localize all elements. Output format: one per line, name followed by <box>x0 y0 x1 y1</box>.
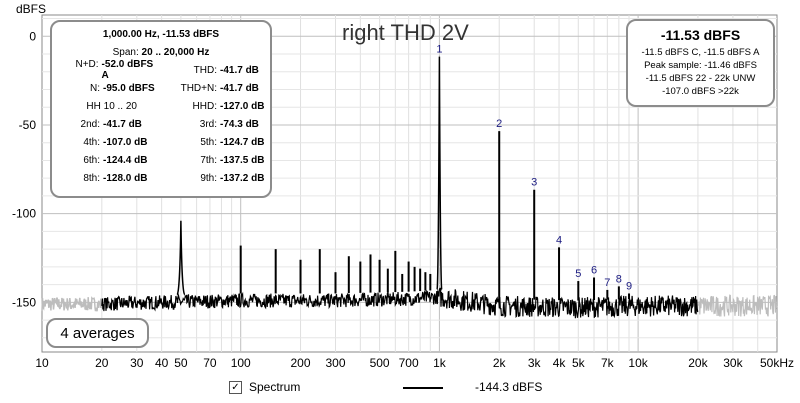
summary-line-1: -11.5 dBFS C, -11.5 dBFS A <box>641 47 760 58</box>
metrics-panel: 1,000.00 Hz, -11.53 dBFS Span: 20 .. 20,… <box>50 20 272 198</box>
x-tick-label: 100 <box>231 356 251 370</box>
harmonic-marker-label: 7 <box>604 277 610 289</box>
metric-key: 3rd: <box>199 118 217 130</box>
harmonic-marker-label: 9 <box>626 280 632 292</box>
metric-row: N+D: -52.0 dBFS A THD: -41.7 dB <box>52 59 270 81</box>
metric-value: -52.0 dBFS A <box>101 59 154 81</box>
y-tick-label: -50 <box>19 118 37 132</box>
x-tick-label: 7k <box>601 356 615 370</box>
metric-value: -137.2 dB <box>220 172 265 184</box>
metric-value: -128.0 dB <box>103 172 148 184</box>
x-tick-label: 10 <box>35 356 49 370</box>
harmonic-marker-label: 8 <box>616 273 622 285</box>
metric-value: -41.7 dB <box>103 118 142 130</box>
span-row: Span: 20 .. 20,000 Hz <box>52 43 270 61</box>
spectrum-peak <box>176 220 186 296</box>
spectrum-legend-line <box>403 387 443 389</box>
metric-key: 5th: <box>200 136 217 148</box>
summary-line-2: Peak sample: -11.46 dBFS <box>644 60 757 71</box>
x-tick-label: 2k <box>493 356 507 370</box>
span-value: 20 .. 20,000 Hz <box>141 46 210 58</box>
summary-level: -11.53 dBFS <box>660 27 741 43</box>
metric-row: N: -95.0 dBFS THD+N: -41.7 dB <box>52 79 270 97</box>
metric-key: 2nd: <box>80 118 100 130</box>
summary-line-3: -11.5 dBFS 22 - 22k UNW <box>645 73 756 84</box>
x-tick-label: 50 <box>174 356 188 370</box>
y-tick-label: 0 <box>29 29 36 43</box>
metric-key: 7th: <box>200 154 217 166</box>
metric-row: HH 10 .. 20 HHD: -127.0 dB <box>52 97 270 115</box>
metric-value: -41.7 dB <box>220 64 259 76</box>
metric-row: 4th: -107.0 dB 5th: -124.7 dB <box>52 133 270 151</box>
harmonic-marker-label: 4 <box>556 234 562 246</box>
metric-value: -107.0 dB <box>103 136 148 148</box>
metric-key: 9th: <box>200 172 217 184</box>
x-tick-label: 5k <box>572 356 586 370</box>
x-tick-label: 1k <box>433 356 447 370</box>
metric-row: 2nd: -41.7 dB 3rd: -74.3 dB <box>52 115 270 133</box>
summary-line-4: -107.0 dBFS >22k <box>662 86 739 97</box>
x-tick-label: 300 <box>325 356 345 370</box>
metric-key: HHD: <box>192 100 217 112</box>
y-axis-label: dBFS <box>16 2 47 16</box>
x-tick-label: 3k <box>528 356 542 370</box>
x-tick-label: 10k <box>628 356 648 370</box>
x-tick-label: 20 <box>95 356 109 370</box>
metric-row: 6th: -124.4 dB 7th: -137.5 dB <box>52 151 270 169</box>
spectrum-legend-value: -144.3 dBFS <box>475 380 543 394</box>
metric-key: 6th: <box>83 154 100 166</box>
summary-panel: -11.53 dBFS -11.5 dBFS C, -11.5 dBFS A P… <box>626 19 775 107</box>
metric-key: 8th: <box>83 172 100 184</box>
x-tick-label: 700 <box>399 356 419 370</box>
spectrum-trace-high <box>697 294 778 317</box>
x-tick-label: 70 <box>203 356 217 370</box>
metric-key: THD: <box>193 64 217 76</box>
spectrum-legend-label: Spectrum <box>249 380 301 394</box>
metrics-header-row: 1,000.00 Hz, -11.53 dBFS <box>52 25 270 43</box>
metric-value: -41.7 dB <box>220 82 259 94</box>
x-tick-label: 500 <box>370 356 390 370</box>
spectrum-trace-low <box>41 296 103 312</box>
spectrum-peak <box>436 56 443 291</box>
metric-value: -124.7 dB <box>220 136 265 148</box>
harmonic-marker-label: 6 <box>591 265 597 277</box>
metric-value: -95.0 dBFS <box>103 82 155 94</box>
x-tick-label: 50kHz <box>760 356 794 370</box>
metric-value: -137.5 dB <box>220 154 265 166</box>
x-tick-label: 40 <box>155 356 169 370</box>
metric-key: N: <box>90 82 100 94</box>
metric-key: 4th: <box>83 136 100 148</box>
span-label: Span: <box>112 46 139 58</box>
harmonic-marker-label: 3 <box>531 177 537 189</box>
x-tick-label: 200 <box>291 356 311 370</box>
metric-value: -74.3 dB <box>220 118 259 130</box>
y-tick-label: -100 <box>12 207 36 221</box>
x-tick-label: 20k <box>688 356 708 370</box>
x-tick-label: 30k <box>723 356 743 370</box>
metric-row: 8th: -128.0 dB 9th: -137.2 dB <box>52 169 270 187</box>
metric-key: THD+N: <box>180 82 217 94</box>
harmonic-marker-label: 1 <box>436 44 442 56</box>
y-tick-label: -150 <box>12 295 36 309</box>
metric-key: N+D: <box>75 59 99 70</box>
spectrum-trace <box>101 287 699 319</box>
spectrum-checkbox[interactable]: ✓ <box>229 381 242 394</box>
harmonic-marker-label: 5 <box>575 268 581 280</box>
averages-badge: 4 averages <box>46 318 149 348</box>
chart-title: right THD 2V <box>342 20 469 45</box>
metric-value: -127.0 dB <box>220 100 265 112</box>
harmonic-marker-label: 2 <box>496 118 502 130</box>
metric-value: -124.4 dB <box>103 154 148 166</box>
metrics-header: 1,000.00 Hz, -11.53 dBFS <box>102 28 220 40</box>
x-tick-label: 4k <box>553 356 567 370</box>
x-tick-label: 30 <box>130 356 144 370</box>
metric-key: HH 10 .. 20 <box>86 100 137 112</box>
